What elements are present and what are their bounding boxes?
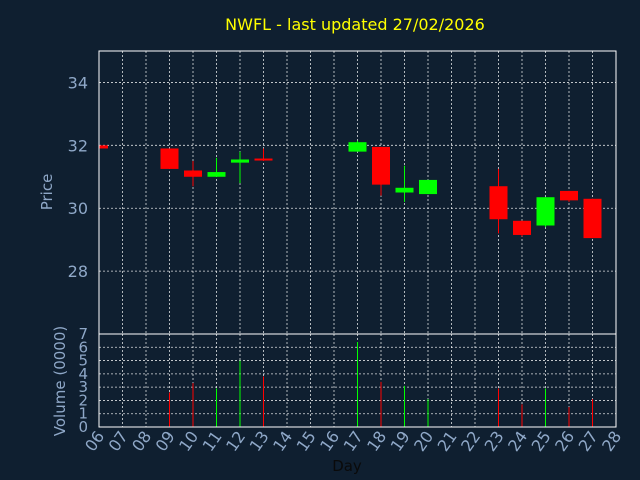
price-tick-label: 34: [68, 73, 88, 92]
volume-tick-label: 4: [78, 365, 88, 383]
candle-body: [513, 220, 531, 235]
candle-body: [207, 172, 226, 177]
candle-body: [372, 146, 390, 185]
volume-tick-label: 6: [78, 338, 88, 356]
day-tick-labels: 0607080910111213141516171819202122232425…: [81, 427, 625, 455]
candle-body: [231, 159, 249, 163]
volume-tick-label: 5: [78, 352, 88, 370]
volume-bars: [169, 341, 593, 427]
chart-title: NWFL - last updated 27/02/2026: [225, 15, 485, 34]
price-tick-labels: 28 30 32 34: [68, 73, 88, 281]
candle-body: [536, 197, 555, 226]
day-tick-label: 10: [175, 427, 202, 455]
day-tick-label: 28: [598, 427, 625, 455]
day-tick-label: 13: [246, 427, 273, 455]
volume-tick-label: 7: [78, 325, 88, 343]
candle-body: [348, 142, 367, 152]
day-tick-label: 16: [316, 427, 343, 455]
candle-body: [560, 190, 578, 201]
candle-body: [99, 145, 108, 149]
day-tick-label: 07: [105, 427, 132, 455]
candle-body: [489, 186, 508, 220]
candle-body: [254, 158, 273, 161]
day-tick-label: 09: [152, 427, 179, 455]
price-tick-label: 32: [68, 136, 88, 155]
candle-body: [419, 179, 437, 195]
candles: [98, 140, 602, 239]
day-tick-label: 12: [222, 427, 249, 455]
candle-body: [160, 148, 179, 169]
day-tick-label: 27: [575, 427, 602, 455]
day-tick-label: 24: [504, 427, 531, 455]
day-tick-label: 23: [481, 427, 508, 455]
candle-body: [184, 170, 202, 177]
price-grid: [99, 51, 616, 334]
volume-tick-label: 3: [78, 378, 88, 396]
day-tick-label: 20: [410, 427, 437, 455]
price-tick-label: 30: [68, 199, 88, 218]
day-tick-label: 22: [457, 427, 484, 455]
volume-tick-label: 1: [78, 405, 88, 423]
day-tick-label: 21: [434, 427, 461, 455]
price-tick-label: 28: [68, 262, 88, 281]
candle-body: [395, 187, 414, 193]
x-axis-label: Day: [332, 457, 362, 475]
price-axis-label: Price: [38, 174, 56, 211]
volume-tick-label: 0: [78, 418, 88, 436]
day-tick-label: 18: [363, 427, 390, 455]
day-tick-label: 08: [128, 427, 155, 455]
volume-tick-label: 2: [78, 391, 88, 409]
day-tick-label: 14: [269, 427, 296, 455]
candle-body: [583, 198, 602, 239]
day-tick-label: 17: [340, 427, 367, 455]
day-tick-label: 15: [293, 427, 320, 455]
day-tick-label: 19: [387, 427, 414, 455]
volume-axis-label: Volume (0000): [51, 326, 69, 436]
day-tick-label: 11: [199, 427, 226, 455]
volume-panel-frame: [98, 333, 617, 428]
day-tick-label: 25: [528, 427, 555, 455]
day-tick-label: 26: [551, 427, 578, 455]
